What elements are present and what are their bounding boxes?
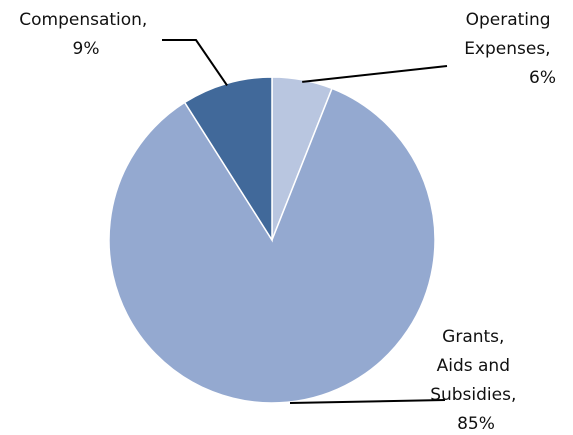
label-compensation: Compensation, 9% [19, 10, 153, 59]
leader-line-operating-expenses [302, 65, 448, 83]
pie-slices [108, 76, 436, 404]
pie-slice-grants-aids-and-subsidies [108, 87, 436, 404]
label-grants-aids-subsidies: Grants, Aids and Subsidies, 85% [430, 327, 522, 434]
leader-lines [162, 39, 448, 404]
leader-line-compensation [162, 39, 228, 86]
label-operating-expenses: Operating Expenses, 6% [464, 10, 556, 88]
leader-line-grants-aids-and-subsidies [289, 399, 446, 404]
